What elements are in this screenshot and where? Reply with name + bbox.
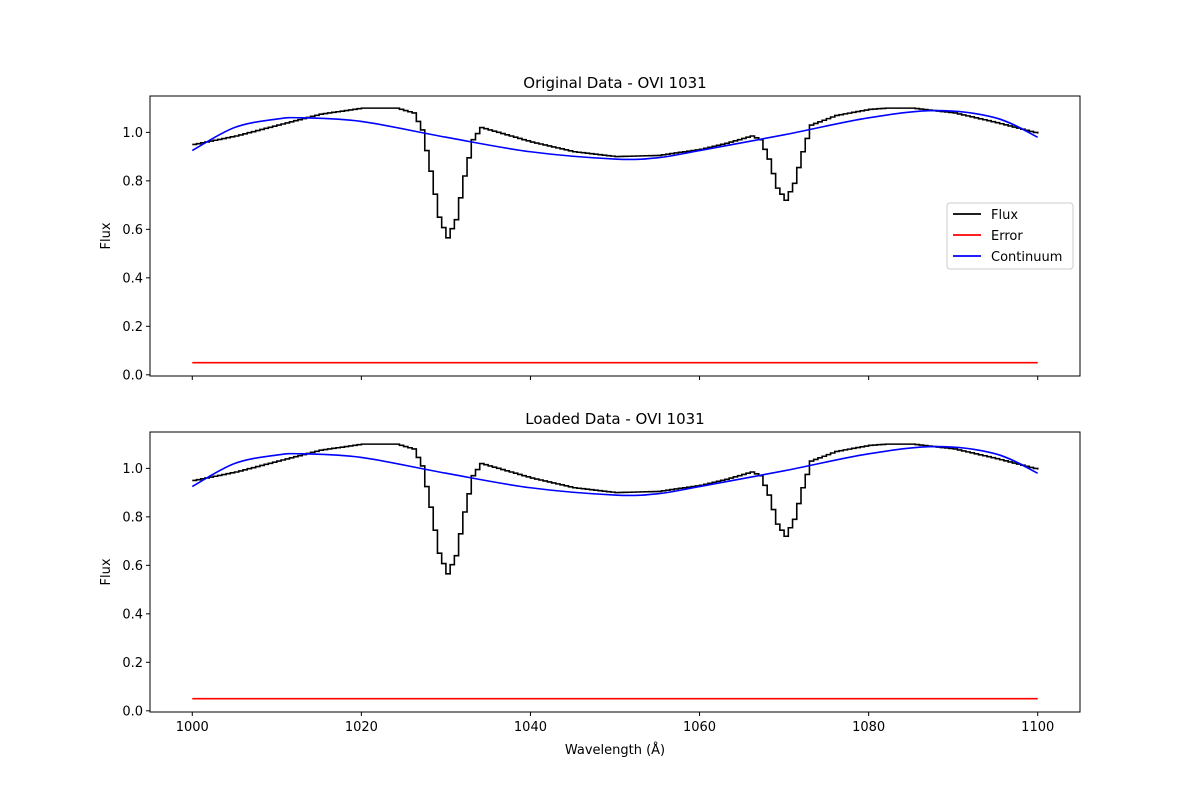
- y-tick-label: 1.0: [122, 126, 143, 141]
- panel-title: Original Data - OVI 1031: [523, 74, 706, 92]
- series-group: [191, 107, 1039, 364]
- legend-label-flux: Flux: [991, 208, 1018, 223]
- x-tick-label: 1080: [852, 720, 885, 735]
- y-tick-label: 0.0: [122, 704, 143, 719]
- y-tick-label: 0.0: [122, 368, 143, 383]
- tick-group: 1000 1020 1040 1060 1080 1100 0.0 0.2 0.4 0.6 0.8 1…: [122, 462, 1054, 735]
- series-continuum-line: [191, 445, 1039, 497]
- series-flux-line: [192, 443, 1039, 575]
- tick-group: 0.0 0.2 0.4 0.6 0.8 1.0: [122, 126, 1039, 383]
- x-tick-label: 1060: [683, 720, 716, 735]
- y-tick-label: 0.4: [122, 607, 143, 622]
- legend-label-continuum: Continuum: [991, 250, 1062, 265]
- x-tick-label: 1100: [1021, 720, 1054, 735]
- x-tick-label: 1040: [514, 720, 547, 735]
- panel-title: Loaded Data - OVI 1031: [525, 410, 704, 428]
- series-flux-line: [192, 107, 1039, 239]
- axes-frame: [149, 95, 1081, 377]
- y-tick-label: 0.4: [122, 271, 143, 286]
- axes-frame: [149, 431, 1081, 713]
- y-tick-label: 0.2: [122, 320, 143, 335]
- y-tick-label: 0.6: [122, 559, 143, 574]
- y-tick-label: 1.0: [122, 462, 143, 477]
- x-tick-label: 1000: [176, 720, 209, 735]
- y-tick-label: 0.2: [122, 656, 143, 671]
- legend: Flux Error Continuum: [946, 202, 1074, 270]
- series-continuum-line: [191, 109, 1039, 161]
- x-axis-label: Wavelength (Å): [565, 742, 665, 758]
- y-axis-label: Flux: [99, 558, 114, 585]
- y-axis-label: Flux: [99, 222, 114, 249]
- legend-box: [946, 202, 1074, 270]
- panel-original-data: Original Data - OVI 1031 Flux 0.00.20.40…: [99, 74, 1081, 383]
- y-tick-label: 0.8: [122, 510, 143, 525]
- y-tick-label: 0.6: [122, 223, 143, 238]
- legend-label-error: Error: [991, 229, 1023, 244]
- series-group: [191, 443, 1039, 700]
- y-tick-label: 0.8: [122, 174, 143, 189]
- x-tick-label: 1020: [345, 720, 378, 735]
- panel-loaded-data: Loaded Data - OVI 1031 Flux Wavelength (…: [99, 410, 1081, 758]
